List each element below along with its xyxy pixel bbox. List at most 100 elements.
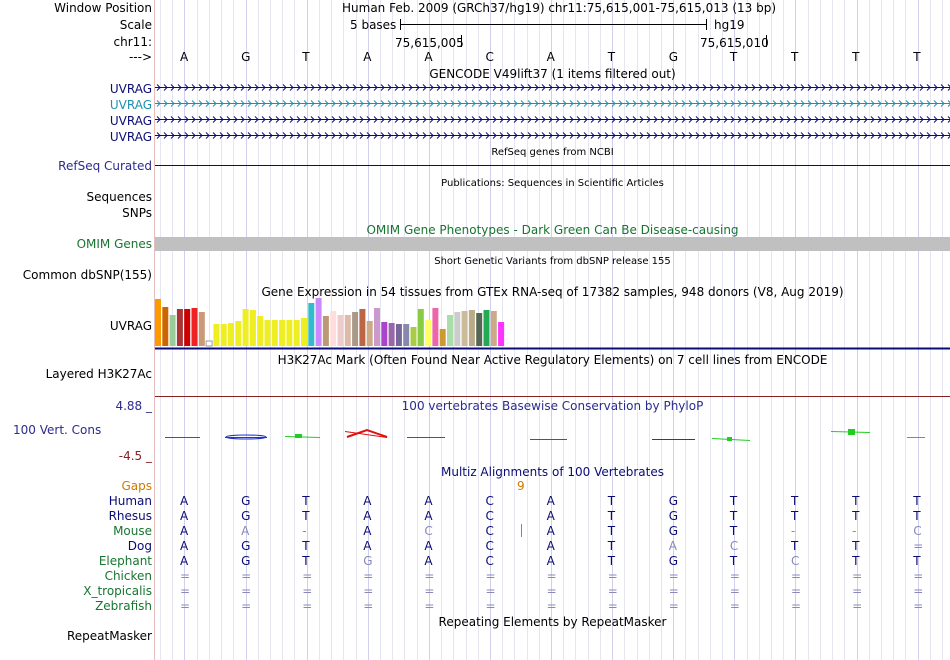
species-label[interactable]: Elephant [98, 554, 152, 568]
strand-chevron [863, 116, 868, 123]
strand-chevron [681, 84, 686, 91]
gtex-label[interactable]: UVRAG [109, 319, 152, 333]
dbsnp-track-title[interactable]: Short Genetic Variants from dbSNP releas… [434, 256, 671, 267]
alignment-base: T [852, 554, 860, 568]
strand-chevron [702, 132, 707, 139]
species-label[interactable]: Chicken [104, 569, 152, 583]
strand-chevron [807, 84, 812, 91]
dbsnp-label[interactable]: Common dbSNP(155) [22, 268, 152, 282]
species-label[interactable]: Human [108, 494, 152, 508]
strand-chevron [499, 132, 504, 139]
alignment-base: A [180, 494, 189, 508]
strand-chevron [926, 84, 931, 91]
coord-left: 75,615,005 [395, 36, 464, 50]
strand-chevron [751, 132, 756, 139]
strand-chevron [177, 132, 182, 139]
phylop-max-label: 4.88 _ [115, 399, 152, 413]
gencode-transcript-label[interactable]: UVRAG [109, 130, 152, 144]
strand-chevron [380, 132, 385, 139]
strand-chevron [352, 84, 357, 91]
species-label[interactable]: X_tropicalis [83, 584, 152, 598]
strand-chevron [457, 84, 462, 91]
strand-chevron [247, 100, 252, 107]
multiz-gap-count: 9 [517, 479, 525, 493]
species-label[interactable]: Rhesus [108, 509, 152, 523]
gtex-tissue-bar [447, 315, 453, 346]
strand-chevron [583, 84, 588, 91]
publications-label-snps[interactable]: SNPs [122, 206, 152, 220]
strand-chevron [604, 116, 609, 123]
gtex-track-title[interactable]: Gene Expression in 54 tissues from GTEx … [261, 285, 844, 299]
omim-label[interactable]: OMIM Genes [76, 237, 152, 251]
publications-track-title[interactable]: Publications: Sequences in Scientific Ar… [441, 178, 664, 189]
strand-chevron [485, 116, 490, 123]
gtex-tissue-bar [359, 309, 366, 346]
omim-track-title[interactable]: OMIM Gene Phenotypes - Dark Green Can Be… [366, 223, 739, 237]
gtex-tissue-bar [403, 324, 410, 346]
species-label[interactable]: Mouse [113, 524, 152, 538]
gencode-transcript-label[interactable]: UVRAG [109, 82, 152, 96]
gencode-transcript-label[interactable]: UVRAG [109, 98, 152, 112]
phylop-wiggle[interactable] [155, 425, 950, 445]
strand-chevron [933, 84, 938, 91]
strand-chevron [870, 84, 875, 91]
refseq-track-title[interactable]: RefSeq genes from NCBI [491, 147, 614, 158]
omim-feature-bar[interactable] [155, 237, 950, 251]
multiz-track-title[interactable]: Multiz Alignments of 100 Vertebrates [440, 465, 665, 479]
strand-chevron [527, 116, 532, 123]
gtex-tissue-bar [191, 308, 198, 346]
strand-chevron [625, 132, 630, 139]
publications-label-sequences[interactable]: Sequences [86, 190, 152, 204]
strand-chevron [373, 116, 378, 123]
strand-chevron [828, 100, 833, 107]
strand-chevron [443, 116, 448, 123]
phylop-track-title[interactable]: 100 vertebrates Basewise Conservation by… [401, 399, 704, 413]
strand-chevron [835, 132, 840, 139]
base-letter: T [729, 50, 738, 64]
strand-chevron [226, 116, 231, 123]
gencode-track-title[interactable]: GENCODE V49lift37 (1 items filtered out) [429, 67, 676, 81]
strand-chevron [639, 84, 644, 91]
gtex-tissue-bar [184, 309, 191, 346]
repeatmasker-label[interactable]: RepeatMasker [66, 629, 152, 643]
strand-chevron [737, 100, 742, 107]
strand-chevron [933, 100, 938, 107]
strand-chevron [527, 132, 532, 139]
alignment-base: A [180, 554, 189, 568]
strand-chevron [205, 84, 210, 91]
strand-chevron [639, 100, 644, 107]
strand-chevron [569, 116, 574, 123]
h3k27ac-label[interactable]: Layered H3K27Ac [45, 367, 152, 381]
alignment-base: A [546, 509, 555, 523]
strand-chevron [198, 132, 203, 139]
repeatmasker-track-title[interactable]: Repeating Elements by RepeatMasker [438, 615, 667, 629]
species-label[interactable]: Dog [127, 539, 152, 553]
gtex-bar-chart[interactable] [155, 298, 950, 350]
strand-chevron [219, 100, 224, 107]
strand-chevron [219, 84, 224, 91]
window-position-text[interactable]: Human Feb. 2009 (GRCh37/hg19) chr11:75,6… [342, 1, 777, 15]
strand-chevron [464, 84, 469, 91]
alignment-base: A [241, 524, 250, 538]
strand-chevron [401, 116, 406, 123]
h3k27ac-track-title[interactable]: H3K27Ac Mark (Often Found Near Active Re… [277, 353, 828, 367]
strand-chevron [443, 132, 448, 139]
strand-chevron [912, 84, 917, 91]
strand-chevron [674, 116, 679, 123]
gtex-tissue-bar [264, 320, 271, 346]
phylop-label[interactable]: 100 Vert. Cons [13, 423, 102, 437]
base-letter: T [913, 50, 921, 64]
strand-chevron [898, 116, 903, 123]
gencode-transcripts[interactable] [155, 80, 950, 144]
strand-chevron [758, 132, 763, 139]
gencode-transcript-label[interactable]: UVRAG [109, 114, 152, 128]
strand-chevron [415, 84, 420, 91]
strand-chevron [821, 84, 826, 91]
species-label[interactable]: Zebrafish [95, 599, 152, 613]
strand-chevron [905, 116, 910, 123]
refseq-label[interactable]: RefSeq Curated [58, 159, 152, 173]
gtex-tissue-bar [352, 312, 359, 346]
strand-chevron [842, 84, 847, 91]
alignment-base: T [607, 509, 616, 523]
refseq-gene-line[interactable] [155, 165, 950, 166]
